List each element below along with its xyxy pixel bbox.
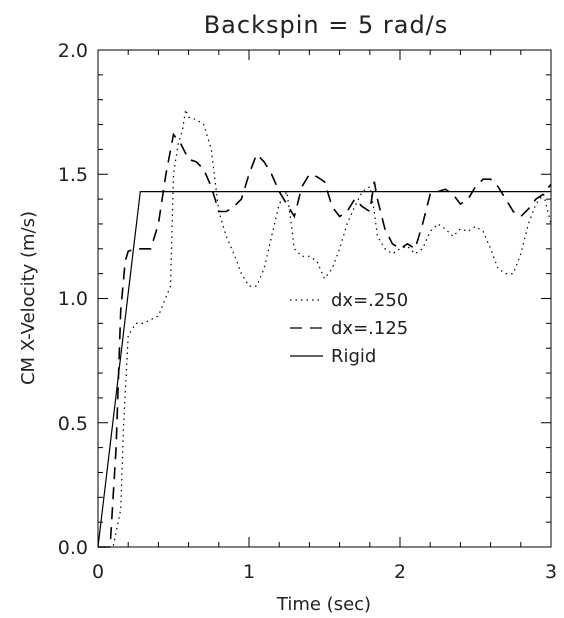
chart-title: Backspin = 5 rad/s: [204, 11, 449, 39]
y-tick-label: 0.5: [58, 413, 88, 435]
y-tick-label: 0.0: [58, 537, 88, 559]
legend-label-dx125: dx=.125: [331, 318, 408, 339]
y-tick-label: 1.0: [58, 288, 88, 310]
tick-marks: [97, 49, 552, 548]
legend-label-rigid: Rigid: [331, 346, 376, 367]
series-line-dx125: [98, 132, 552, 548]
x-axis-label: Time (sec): [276, 594, 371, 615]
x-tick-label: 2: [394, 561, 406, 583]
x-tick-label: 1: [243, 561, 255, 583]
plot-frame: [97, 49, 552, 548]
series-line-rigid: [97, 191, 551, 548]
legend: dx=.250 dx=.125 Rigid: [290, 290, 408, 367]
x-tick-label: 3: [545, 561, 557, 583]
x-tick-label: 0: [92, 561, 104, 583]
y-tick-label: 2.0: [58, 40, 88, 62]
y-tick-label: 1.5: [58, 164, 88, 186]
legend-label-dx250: dx=.250: [331, 290, 408, 311]
series-layer: [97, 107, 552, 548]
y-axis-label: CM X-Velocity (m/s): [18, 211, 39, 385]
